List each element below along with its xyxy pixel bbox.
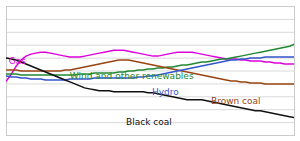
svg-text:Gas: Gas xyxy=(9,56,26,66)
svg-text:Hydro: Hydro xyxy=(152,87,179,97)
svg-text:Brown coal: Brown coal xyxy=(211,96,261,106)
svg-text:Black coal: Black coal xyxy=(126,117,172,127)
svg-text:Wind and other renewables: Wind and other renewables xyxy=(70,71,194,81)
